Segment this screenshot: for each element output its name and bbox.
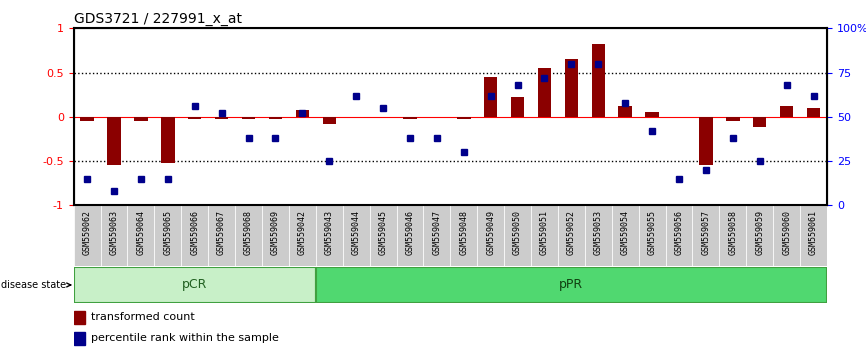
Bar xyxy=(188,117,202,119)
Text: percentile rank within the sample: percentile rank within the sample xyxy=(91,333,279,343)
Bar xyxy=(268,117,282,119)
Text: GSM559042: GSM559042 xyxy=(298,210,307,255)
Bar xyxy=(585,205,611,266)
Bar xyxy=(773,205,800,266)
Text: pPR: pPR xyxy=(559,279,584,291)
Bar xyxy=(531,205,558,266)
Bar xyxy=(457,117,470,119)
Bar xyxy=(746,205,773,266)
Bar xyxy=(699,117,713,166)
Bar xyxy=(262,205,289,266)
Text: GSM559043: GSM559043 xyxy=(325,210,333,255)
Text: GSM559064: GSM559064 xyxy=(136,210,145,255)
Bar xyxy=(316,267,827,303)
Bar xyxy=(666,205,693,266)
Bar xyxy=(807,108,820,117)
Bar xyxy=(127,205,154,266)
Bar xyxy=(693,205,720,266)
Text: GSM559044: GSM559044 xyxy=(352,210,360,255)
Bar xyxy=(565,59,578,117)
Bar xyxy=(484,77,497,117)
Bar xyxy=(504,205,531,266)
Text: GSM559061: GSM559061 xyxy=(809,210,818,255)
Text: pCR: pCR xyxy=(182,279,207,291)
Text: GSM559062: GSM559062 xyxy=(82,210,92,255)
Bar xyxy=(511,97,524,117)
Text: GSM559069: GSM559069 xyxy=(271,210,280,255)
Bar xyxy=(316,205,343,266)
Bar xyxy=(322,117,336,124)
Bar xyxy=(477,205,504,266)
Bar xyxy=(100,205,127,266)
Bar xyxy=(638,205,666,266)
Bar xyxy=(720,205,746,266)
Text: GSM559053: GSM559053 xyxy=(594,210,603,255)
Text: GSM559065: GSM559065 xyxy=(164,210,172,255)
Bar xyxy=(753,117,766,127)
Bar xyxy=(780,106,793,117)
Bar xyxy=(235,205,262,266)
Text: GSM559055: GSM559055 xyxy=(648,210,656,255)
Text: GSM559047: GSM559047 xyxy=(432,210,442,255)
Text: GSM559060: GSM559060 xyxy=(782,210,792,255)
Bar xyxy=(404,117,417,119)
Bar xyxy=(181,205,208,266)
Text: GSM559063: GSM559063 xyxy=(109,210,119,255)
Bar xyxy=(74,332,85,345)
Bar xyxy=(611,205,638,266)
Bar xyxy=(134,117,147,121)
Bar xyxy=(591,44,605,117)
Text: GSM559068: GSM559068 xyxy=(244,210,253,255)
Text: GSM559057: GSM559057 xyxy=(701,210,710,255)
Bar xyxy=(343,205,370,266)
Bar xyxy=(645,113,659,117)
Text: GSM559050: GSM559050 xyxy=(513,210,522,255)
Bar xyxy=(800,205,827,266)
Bar xyxy=(450,205,477,266)
Text: GSM559067: GSM559067 xyxy=(217,210,226,255)
Text: GSM559058: GSM559058 xyxy=(728,210,737,255)
Text: GSM559046: GSM559046 xyxy=(405,210,415,255)
Text: GDS3721 / 227991_x_at: GDS3721 / 227991_x_at xyxy=(74,12,242,26)
Bar xyxy=(74,311,85,324)
Text: GSM559056: GSM559056 xyxy=(675,210,683,255)
Bar xyxy=(74,205,100,266)
Bar xyxy=(618,106,632,117)
Text: disease state: disease state xyxy=(2,280,71,290)
Bar xyxy=(397,205,423,266)
Text: GSM559049: GSM559049 xyxy=(486,210,495,255)
Bar xyxy=(423,205,450,266)
Bar xyxy=(242,117,255,119)
Bar xyxy=(81,117,94,121)
Text: GSM559059: GSM559059 xyxy=(755,210,765,255)
Bar xyxy=(538,68,552,117)
Bar xyxy=(215,117,229,119)
Bar xyxy=(726,117,740,121)
Bar xyxy=(558,205,585,266)
Bar xyxy=(161,117,175,163)
Bar xyxy=(295,110,309,117)
Text: GSM559052: GSM559052 xyxy=(567,210,576,255)
Bar xyxy=(154,205,181,266)
Text: GSM559048: GSM559048 xyxy=(459,210,469,255)
Bar xyxy=(289,205,316,266)
Bar xyxy=(107,117,120,166)
Bar xyxy=(208,205,235,266)
Text: GSM559051: GSM559051 xyxy=(540,210,549,255)
Text: GSM559054: GSM559054 xyxy=(621,210,630,255)
Text: GSM559045: GSM559045 xyxy=(378,210,388,255)
Bar xyxy=(74,267,316,303)
Bar xyxy=(370,205,397,266)
Text: transformed count: transformed count xyxy=(91,312,194,322)
Text: GSM559066: GSM559066 xyxy=(191,210,199,255)
